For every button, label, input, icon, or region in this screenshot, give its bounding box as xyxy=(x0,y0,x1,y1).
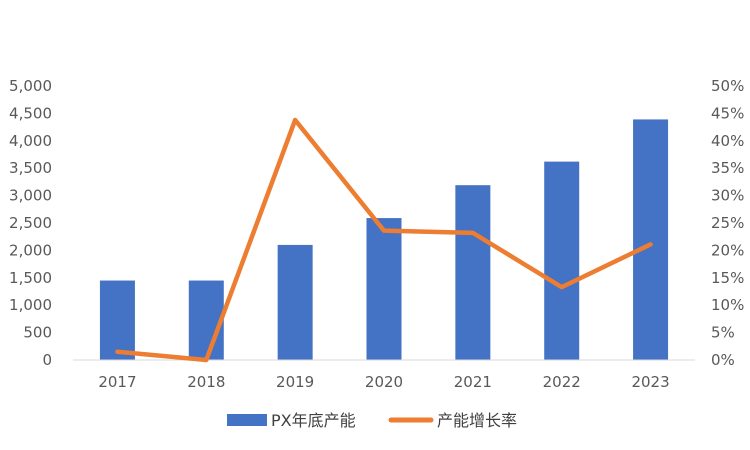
right-tick-label: 20% xyxy=(711,241,744,259)
left-tick-label: 4,000 xyxy=(9,132,52,150)
left-tick-label: 2,500 xyxy=(9,214,52,232)
x-tick-label: 2021 xyxy=(454,373,492,391)
x-tick-label: 2019 xyxy=(276,373,314,391)
left-tick-label: 4,500 xyxy=(9,104,52,122)
bar-2020 xyxy=(366,218,402,360)
left-axis-ticks: 0 500 1,000 1,500 2,000 2,500 3,000 3,500 4,000 4… xyxy=(9,77,52,369)
left-tick-label: 1,500 xyxy=(9,269,52,287)
right-axis-ticks: 0% 5% 10% 15% 20% 25% 30% 35% 40% 45% 50% xyxy=(711,77,744,369)
left-tick-label: 3,000 xyxy=(9,187,52,205)
right-tick-label: 10% xyxy=(711,296,744,314)
bar-2022 xyxy=(544,161,580,360)
x-tick-label: 2020 xyxy=(365,373,403,391)
legend-swatch-bar xyxy=(227,414,267,426)
bar-2017 xyxy=(99,280,135,360)
left-tick-label: 500 xyxy=(23,324,52,342)
legend: PX年底产能 产能增长率 xyxy=(227,411,517,430)
right-tick-label: 15% xyxy=(711,269,744,287)
right-tick-label: 0% xyxy=(711,351,735,369)
right-tick-label: 45% xyxy=(711,104,744,122)
line-layer xyxy=(115,117,653,363)
bar-2018 xyxy=(188,280,224,360)
bars-layer xyxy=(99,119,669,361)
bar-2019 xyxy=(277,244,313,360)
left-tick-label: 0 xyxy=(42,351,52,369)
x-tick-label: 2018 xyxy=(187,373,225,391)
left-tick-label: 3,500 xyxy=(9,159,52,177)
right-tick-label: 25% xyxy=(711,214,744,232)
right-tick-label: 40% xyxy=(711,132,744,150)
right-tick-label: 30% xyxy=(711,187,744,205)
x-axis-ticks: 2017 2018 2019 2020 2021 2022 2023 xyxy=(98,373,669,391)
x-tick-label: 2017 xyxy=(98,373,136,391)
left-tick-label: 5,000 xyxy=(9,77,52,95)
bar-2023 xyxy=(633,119,669,361)
x-tick-label: 2022 xyxy=(543,373,581,391)
bar-2021 xyxy=(455,185,491,360)
left-tick-label: 1,000 xyxy=(9,296,52,314)
left-tick-label: 2,000 xyxy=(9,241,52,259)
right-tick-label: 5% xyxy=(711,324,735,342)
right-tick-label: 35% xyxy=(711,159,744,177)
right-tick-label: 50% xyxy=(711,77,744,95)
legend-label-growth: 产能增长率 xyxy=(437,411,517,430)
x-tick-label: 2023 xyxy=(631,373,669,391)
legend-label-capacity: PX年底产能 xyxy=(271,411,356,430)
